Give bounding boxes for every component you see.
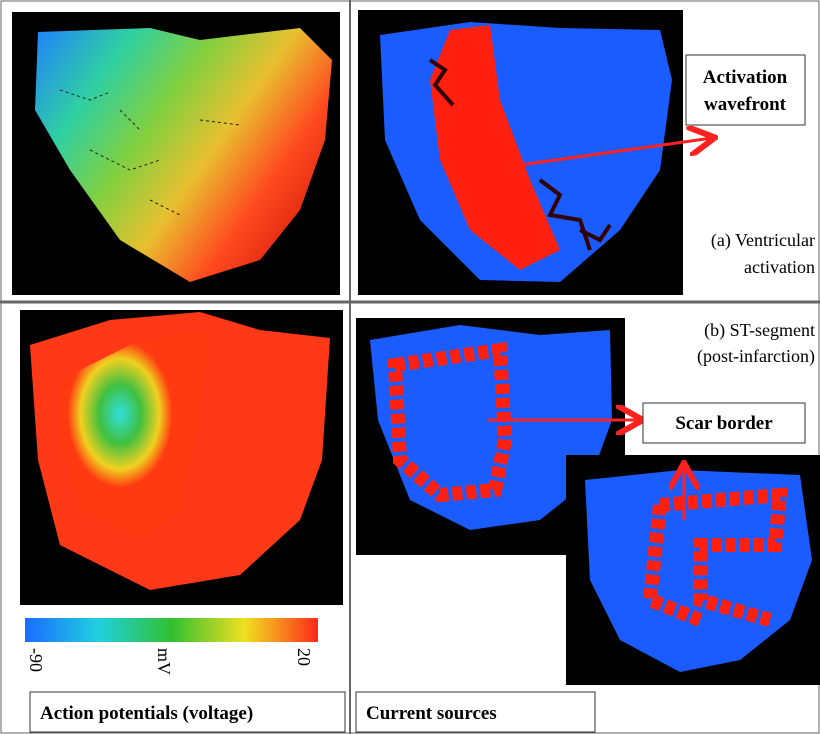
label-box [642, 402, 806, 444]
caption-box [355, 691, 596, 733]
colorbar-label: -90 [26, 648, 46, 672]
arrow [519, 138, 712, 167]
label: Scar border [675, 413, 773, 434]
colorbar [25, 618, 318, 642]
current-sources [428, 58, 612, 251]
heart-chamber [60, 330, 210, 540]
caption: (a) Ventricular [711, 230, 815, 251]
heart-image [370, 325, 612, 530]
caption: (b) ST-segment [704, 320, 815, 341]
contours [59, 89, 241, 216]
colorbar-label: mV [154, 648, 174, 675]
colorbar-label: 20 [294, 648, 314, 666]
heart-image [35, 28, 332, 282]
caption: Action potentials (voltage) [40, 703, 253, 724]
wavefront-region [430, 25, 560, 270]
label-box [685, 54, 806, 126]
scar-border [387, 341, 513, 503]
label: Activation [703, 67, 788, 88]
caption-box [29, 691, 346, 733]
caption: (post-infarction) [697, 346, 815, 367]
caption: activation [744, 257, 815, 277]
label: wavefront [704, 94, 787, 115]
caption: Current sources [366, 703, 497, 724]
scar-border [642, 487, 788, 627]
